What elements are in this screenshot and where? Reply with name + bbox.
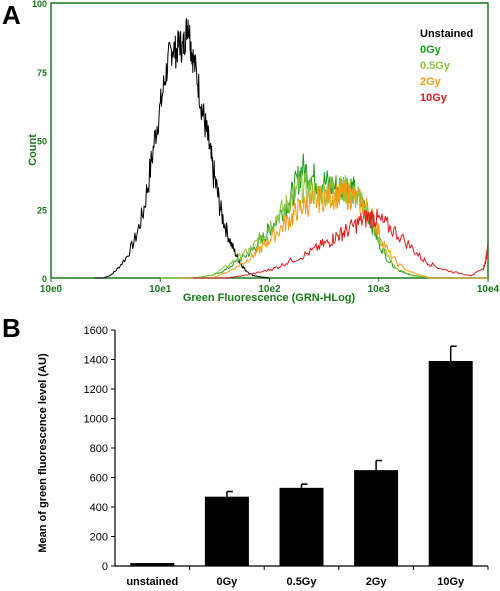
legend-entry: 10Gy	[420, 92, 448, 104]
panel-a-label: A	[2, 0, 21, 30]
histogram-series-line	[179, 178, 488, 279]
legend-entry: 0.5Gy	[420, 60, 451, 72]
bar-chart: 0 200 400 600 800 1000 1200 1400 1600 unstained 0G…	[37, 325, 489, 588]
histogram-x-axis-label: Green Fluorescence (GRN-HLog)	[183, 292, 356, 304]
histogram-series-line	[160, 171, 488, 279]
histogram-y-tick-label: 100	[32, 0, 47, 9]
histogram-x-tick-label: 10e3	[368, 284, 391, 295]
bar-category-label: 10Gy	[437, 576, 465, 588]
histogram-x-tick-label: 10e0	[40, 284, 63, 295]
bar	[279, 487, 324, 566]
histogram-y-tick-label: 50	[37, 137, 47, 147]
panel-b-label: B	[2, 313, 21, 343]
legend-entry: 2Gy	[420, 76, 442, 88]
histogram-series-line	[94, 18, 270, 279]
bar-y-axis-label: Mean of green fluorescence level (AU)	[37, 353, 49, 553]
bar-category-label: unstained	[126, 576, 178, 588]
bar-y-tick-label: 1200	[84, 384, 108, 396]
legend-entry: Unstained	[420, 28, 473, 40]
bar-category-label: 2Gy	[366, 576, 388, 588]
bar-y-tick-label: 800	[90, 443, 108, 455]
bar-y-tick-label: 1400	[84, 355, 108, 367]
bar-category-label: 0Gy	[217, 576, 239, 588]
bar-y-tick-label: 200	[90, 532, 108, 544]
histogram-y-tick-label: 75	[37, 68, 47, 78]
histogram-x-tick-label: 10e2	[258, 284, 281, 295]
bar-category-label: 0.5Gy	[287, 576, 318, 588]
bar	[354, 470, 399, 566]
bar-y-tick-label: 600	[90, 473, 108, 485]
histogram-series-line	[193, 208, 489, 279]
bar-y-tick-label: 400	[90, 502, 108, 514]
histogram-y-tick-label: 25	[37, 205, 47, 215]
histogram-chart: 10e0 10e1 10e2 10e3 10e4 0 25 50 75 100 Unstained…	[27, 0, 500, 304]
legend-entry: 0Gy	[420, 44, 442, 56]
bar	[204, 496, 249, 566]
histogram-x-tick-label: 10e4	[477, 284, 500, 295]
histogram-series-line	[160, 153, 488, 279]
bar-y-tick-label: 1000	[84, 414, 108, 426]
histogram-x-tick-label: 10e1	[149, 284, 172, 295]
bar-y-tick-label: 1600	[84, 325, 108, 337]
bar-y-tick-label: 0	[102, 561, 108, 573]
histogram-y-tick-label: 0	[42, 274, 47, 284]
histogram-y-axis-label: Count	[27, 134, 39, 166]
bar	[428, 360, 473, 566]
bar	[130, 563, 175, 566]
